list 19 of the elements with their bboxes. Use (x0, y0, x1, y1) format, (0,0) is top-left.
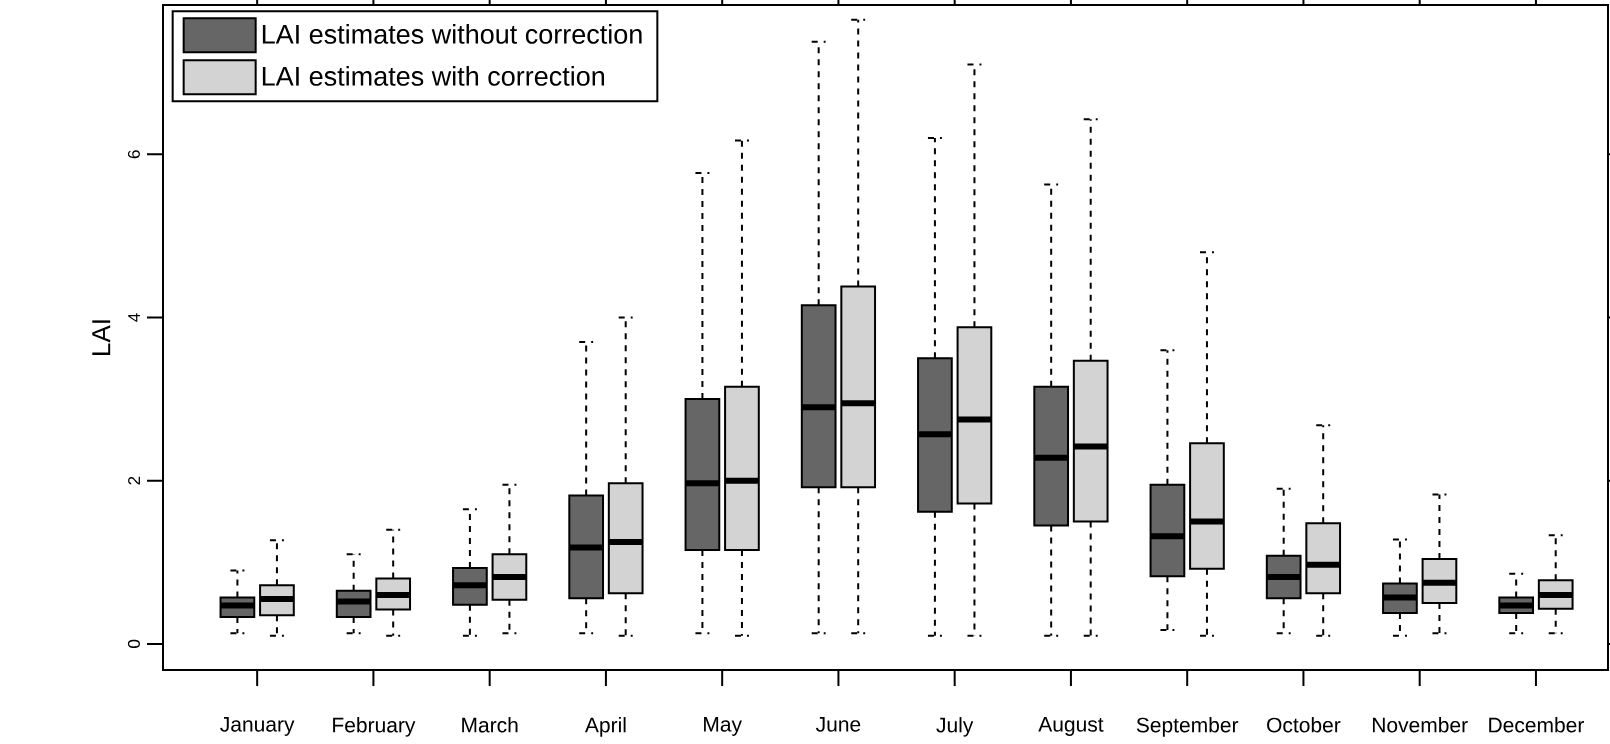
x-tick-label: November (1372, 717, 1468, 733)
x-tick-label: January (220, 717, 295, 736)
legend-label: LAI estimates with correction (262, 66, 605, 86)
x-tick-label: December (1489, 717, 1585, 733)
y-tick-label: 0 (127, 639, 140, 648)
x-tick-label: March (462, 717, 518, 733)
legend-label: LAI estimates without correction (262, 24, 642, 44)
x-tick-label: April (584, 717, 626, 737)
x-tick-label: February (333, 717, 416, 737)
x-tick-label: June (815, 717, 861, 732)
x-tick-label: May (704, 717, 742, 736)
y-tick-label: 2 (128, 476, 140, 485)
x-tick-label: September (1136, 717, 1239, 737)
x-tick-label: July (936, 717, 974, 737)
y-tick-label: 4 (128, 313, 140, 322)
x-tick-label: August (1038, 717, 1104, 736)
y-axis-title: LAI (92, 320, 111, 355)
y-tick-label: 6 (127, 150, 140, 159)
x-tick-label: October (1267, 717, 1341, 733)
